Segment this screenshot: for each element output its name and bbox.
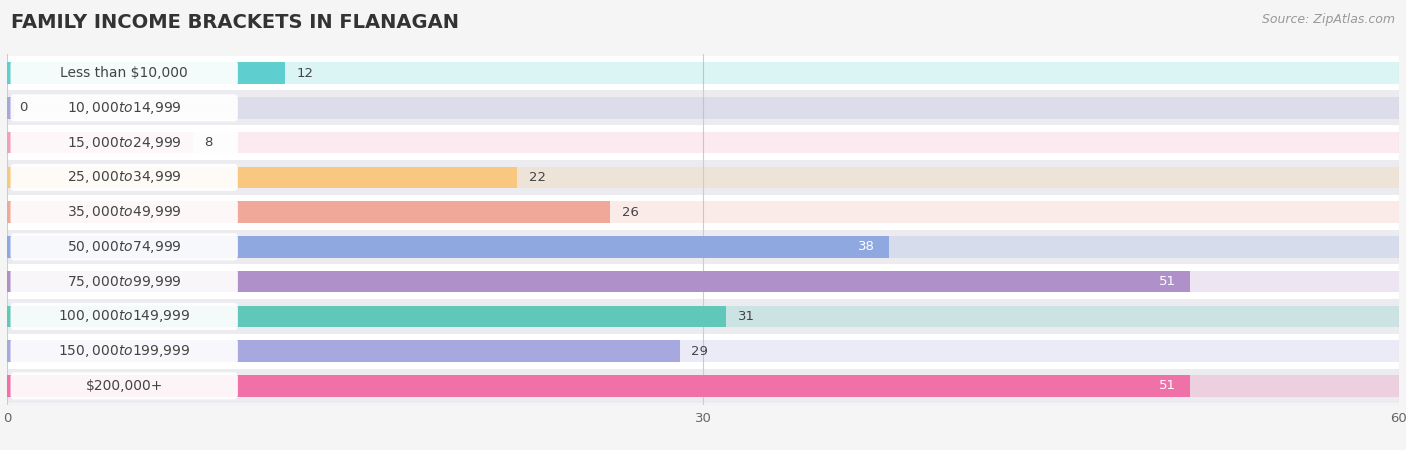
Bar [7, 63, 1399, 84]
Text: 31: 31 [738, 310, 755, 323]
Bar [7, 132, 1399, 153]
FancyBboxPatch shape [10, 164, 238, 191]
Bar [7, 340, 681, 362]
FancyBboxPatch shape [10, 129, 238, 156]
Bar [7, 160, 1399, 195]
Bar [7, 299, 1399, 334]
Text: $75,000 to $99,999: $75,000 to $99,999 [67, 274, 181, 290]
FancyBboxPatch shape [10, 338, 238, 365]
Text: Source: ZipAtlas.com: Source: ZipAtlas.com [1261, 14, 1395, 27]
Text: $100,000 to $149,999: $100,000 to $149,999 [58, 308, 190, 324]
Text: 38: 38 [858, 240, 875, 253]
Bar [7, 264, 1399, 299]
FancyBboxPatch shape [10, 198, 238, 226]
Bar [7, 97, 14, 119]
Text: 12: 12 [297, 67, 314, 80]
Bar [7, 369, 1399, 403]
Text: 0: 0 [18, 101, 27, 114]
Text: FAMILY INCOME BRACKETS IN FLANAGAN: FAMILY INCOME BRACKETS IN FLANAGAN [11, 14, 460, 32]
Text: $150,000 to $199,999: $150,000 to $199,999 [58, 343, 190, 359]
Text: 8: 8 [204, 136, 212, 149]
Bar [7, 271, 1191, 292]
Text: Less than $10,000: Less than $10,000 [60, 66, 188, 80]
Bar [7, 125, 1399, 160]
Bar [7, 230, 1399, 264]
Bar [7, 306, 1399, 327]
Text: $15,000 to $24,999: $15,000 to $24,999 [67, 135, 181, 151]
Bar [7, 375, 1399, 396]
Text: 29: 29 [692, 345, 709, 358]
Text: 51: 51 [1160, 379, 1177, 392]
FancyBboxPatch shape [10, 59, 238, 87]
Bar [7, 56, 1399, 90]
Bar [7, 201, 610, 223]
Text: 22: 22 [529, 171, 546, 184]
Text: 26: 26 [621, 206, 638, 219]
Bar [7, 334, 1399, 369]
Text: $10,000 to $14,999: $10,000 to $14,999 [67, 100, 181, 116]
FancyBboxPatch shape [10, 372, 238, 400]
Bar [7, 271, 1399, 292]
Text: $25,000 to $34,999: $25,000 to $34,999 [67, 169, 181, 185]
Text: $50,000 to $74,999: $50,000 to $74,999 [67, 239, 181, 255]
Bar [7, 166, 1399, 188]
Text: $200,000+: $200,000+ [86, 379, 163, 393]
Bar [7, 97, 1399, 119]
Bar [7, 306, 727, 327]
FancyBboxPatch shape [10, 94, 238, 122]
Bar [7, 132, 193, 153]
Bar [7, 236, 1399, 258]
Bar [7, 63, 285, 84]
Bar [7, 90, 1399, 125]
Bar [7, 340, 1399, 362]
Bar [7, 375, 1191, 396]
Bar [7, 201, 1399, 223]
Text: 51: 51 [1160, 275, 1177, 288]
Bar [7, 236, 889, 258]
FancyBboxPatch shape [10, 268, 238, 295]
Bar [7, 166, 517, 188]
Text: $35,000 to $49,999: $35,000 to $49,999 [67, 204, 181, 220]
FancyBboxPatch shape [10, 233, 238, 261]
Bar [7, 195, 1399, 230]
FancyBboxPatch shape [10, 303, 238, 330]
